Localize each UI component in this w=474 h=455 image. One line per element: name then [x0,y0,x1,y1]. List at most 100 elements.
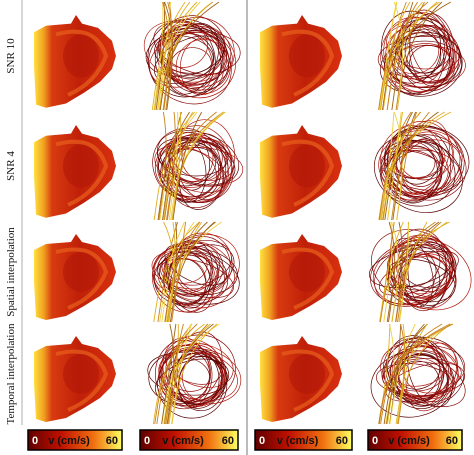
streamline [164,111,217,221]
streamline [161,348,242,405]
streamline [389,323,416,425]
streamline [171,323,192,425]
streamline [171,221,187,323]
streamline [172,111,203,221]
streamline [379,1,411,111]
colorbar-max: 60 [446,435,458,447]
velocity-band [281,139,335,207]
streamline [153,1,164,111]
streamline [379,221,436,323]
streamline [393,1,404,111]
streamline [171,111,182,221]
streamline [148,27,232,105]
streamline [158,139,219,198]
streamline [381,147,449,201]
streamline [154,145,227,193]
velocity-band [55,247,109,310]
streamline [399,221,409,323]
row-label: Temporal interpolation [5,323,17,424]
colorbar-label: v (cm/s) [162,435,204,447]
streamline [378,1,429,111]
streamline [177,351,227,409]
streamline [386,323,425,425]
streamline [165,357,210,392]
streamline [156,1,172,111]
streamline [168,111,179,221]
colorbar-max: 60 [336,435,348,447]
streamline [152,245,225,306]
velocity-band [55,139,109,207]
streamline [169,221,215,323]
streamline [159,251,240,305]
colorbar-max: 60 [222,435,234,447]
streamline [380,17,458,93]
streamline [380,150,451,191]
colorbar-min: 0 [372,435,378,447]
streamline [376,363,452,397]
colorbar-min: 0 [144,435,150,447]
streamline [159,23,227,86]
streamline [384,340,445,404]
streamline [172,232,233,295]
streamline [165,323,184,425]
streamline [154,323,198,425]
streamline [158,1,213,111]
colorbar-min: 0 [259,435,265,447]
streamline [398,221,428,323]
streamline [409,13,455,87]
streamline [163,323,214,425]
streamline [387,238,472,311]
streamline [151,1,186,111]
velocity-core [289,34,325,78]
velocity-band [55,29,109,97]
streamline [392,111,416,221]
streamline [382,1,423,111]
streamline [158,111,167,221]
velocity-core [63,354,99,394]
colorbar [254,429,353,451]
streamline [386,1,418,111]
streamline [397,323,406,425]
streamline [156,130,240,187]
streamline [157,111,190,221]
colorbar [139,429,239,451]
streamline [147,352,228,396]
streamline [165,125,233,202]
streamline [154,35,224,85]
streamline [166,23,220,95]
streamline [378,111,412,221]
streamline [158,350,238,402]
streamline [163,221,175,323]
streamline [369,247,453,288]
streamline [159,221,185,323]
streamline [164,323,211,425]
streamline [397,323,452,425]
streamline [383,323,428,425]
streamline [159,1,220,111]
streamline [399,131,453,181]
colorbar-label: v (cm/s) [48,435,90,447]
streamline [164,1,173,111]
row-label: Spatial interpolation [5,227,17,317]
streamline [166,111,176,221]
streamline [170,111,225,221]
streamline [391,1,414,111]
streamline [396,11,447,84]
row-label: SNR 4 [5,151,17,181]
velocity-band [281,29,335,97]
velocity-band [281,349,335,412]
streamline [147,19,223,98]
streamline [391,353,449,409]
streamline [386,221,440,323]
streamline [168,355,227,405]
velocity-core [289,144,325,188]
velocity-core [63,144,99,188]
streamline [382,111,421,221]
streamline [395,221,442,323]
streamline [151,250,218,290]
streamline [162,1,170,111]
streamline [402,250,456,306]
streamline [163,1,172,111]
colorbar-max: 60 [106,435,118,447]
velocity-core [289,252,325,292]
